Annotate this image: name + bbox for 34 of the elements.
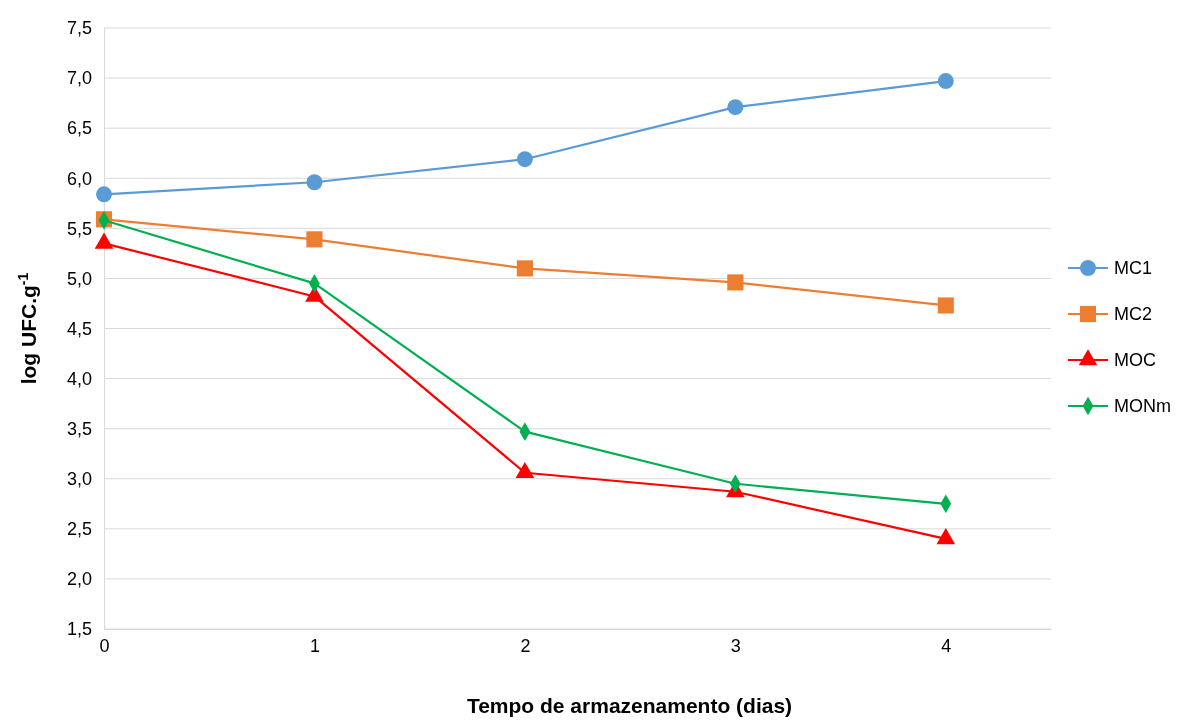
point [727, 99, 744, 116]
point [937, 297, 954, 314]
x-tick-label: 3 [730, 635, 741, 656]
point [937, 73, 954, 90]
y-tick-label: 3,0 [66, 469, 92, 490]
y-tick-label: 7,5 [66, 18, 92, 39]
x-tick-label: 1 [309, 635, 320, 656]
y-tick-label: 4,0 [66, 368, 92, 389]
y-tick-label: 5,0 [66, 268, 92, 289]
point [727, 274, 744, 291]
y-tick-label: 6,0 [66, 168, 92, 189]
legend-label: MC1 [1114, 258, 1153, 278]
y-tick-label: 6,5 [66, 118, 92, 139]
point [306, 174, 323, 191]
point [306, 231, 323, 248]
point [515, 461, 535, 479]
x-axis-title: Tempo de armazenamento (dias) [466, 694, 793, 717]
x-tick-label: 2 [520, 635, 531, 656]
point [516, 260, 533, 277]
y-tick-label: 1,5 [66, 619, 92, 640]
y-tick-label: 7,0 [66, 68, 92, 89]
y-tick-label: 3,5 [66, 418, 92, 439]
y-tick-label: 2,0 [66, 569, 92, 590]
x-tick-label: 0 [99, 635, 110, 656]
y-tick-label: 5,5 [66, 218, 92, 239]
y-tick-label: 2,5 [66, 519, 92, 540]
legend-label: MONm [1114, 396, 1171, 416]
point [96, 186, 112, 203]
y-tick-label: 4,5 [66, 318, 92, 339]
point [516, 151, 533, 168]
point [936, 528, 956, 545]
legend-label: MOC [1114, 350, 1156, 370]
x-tick-label: 4 [941, 635, 952, 656]
legend-label: MC2 [1114, 304, 1153, 324]
